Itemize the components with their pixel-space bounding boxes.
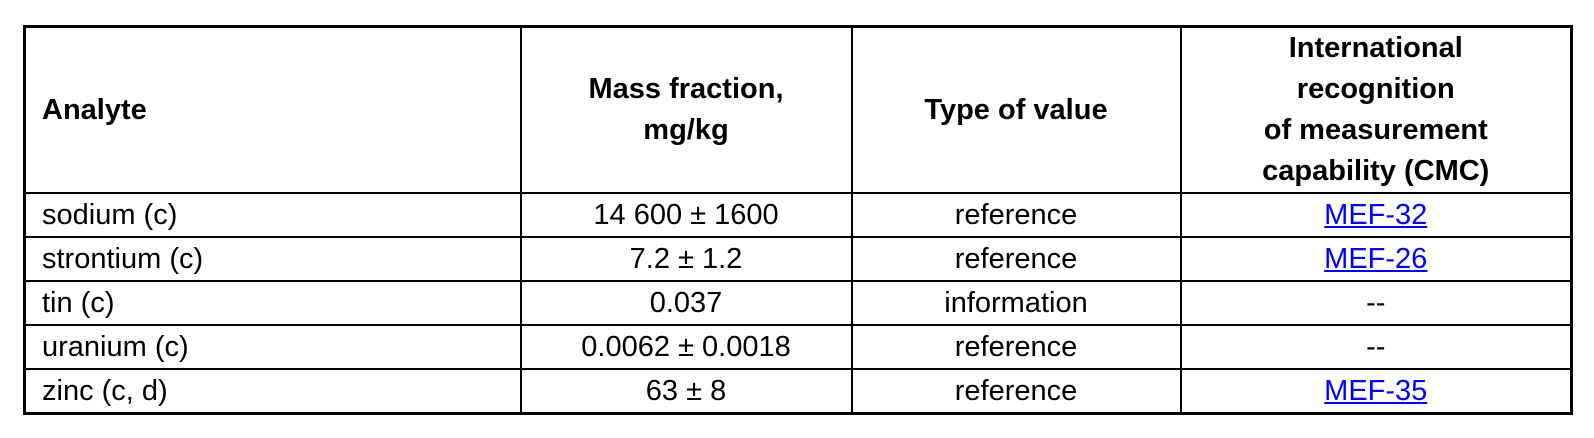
cell-type-of-value: reference — [850, 324, 1182, 370]
table-row-zinc: zinc (c, d) 63 ± 8 reference MEF-35 — [23, 368, 1573, 414]
cell-analyte: strontium (c) — [23, 236, 522, 282]
column-header-cmc: International recognition of measurement… — [1179, 25, 1573, 194]
cell-analyte: zinc (c, d) — [23, 368, 522, 414]
column-header-mass-fraction: Mass fraction, mg/kg — [519, 25, 853, 194]
cell-cmc: -- — [1179, 324, 1573, 370]
cell-type-of-value: reference — [850, 368, 1182, 414]
header-row: Analyte Mass fraction, mg/kg Type of val… — [23, 25, 1573, 194]
column-header-analyte: Analyte — [23, 25, 522, 194]
cell-type-of-value: information — [850, 280, 1182, 326]
cell-type-of-value: reference — [850, 236, 1182, 282]
cell-analyte: tin (c) — [23, 280, 522, 326]
table-row-sodium: sodium (c) 14 600 ± 1600 reference MEF-3… — [23, 192, 1573, 238]
cmc-link[interactable]: MEF-32 — [1324, 199, 1428, 231]
cmc-link[interactable]: MEF-35 — [1324, 374, 1428, 407]
cell-analyte: sodium (c) — [23, 192, 522, 238]
cmc-link[interactable]: MEF-26 — [1324, 243, 1428, 275]
cell-cmc: MEF-35 — [1179, 368, 1573, 414]
cell-mass-fraction: 14 600 ± 1600 — [519, 192, 853, 238]
table-row-tin: tin (c) 0.037 information -- — [23, 280, 1573, 326]
analyte-table: Analyte Mass fraction, mg/kg Type of val… — [23, 25, 1573, 415]
cell-type-of-value: reference — [850, 192, 1182, 238]
cell-cmc: MEF-26 — [1179, 236, 1573, 282]
cell-mass-fraction: 7.2 ± 1.2 — [519, 236, 853, 282]
cell-mass-fraction: 0.0062 ± 0.0018 — [519, 324, 853, 370]
cell-cmc: -- — [1179, 280, 1573, 326]
cell-cmc: MEF-32 — [1179, 192, 1573, 238]
table-row-uranium: uranium (c) 0.0062 ± 0.0018 reference -- — [23, 324, 1573, 370]
column-header-type-of-value: Type of value — [850, 25, 1182, 194]
cell-mass-fraction: 63 ± 8 — [519, 368, 853, 414]
cell-analyte: uranium (c) — [23, 324, 522, 370]
cell-mass-fraction: 0.037 — [519, 280, 853, 326]
table-row-strontium: strontium (c) 7.2 ± 1.2 reference MEF-26 — [23, 236, 1573, 282]
